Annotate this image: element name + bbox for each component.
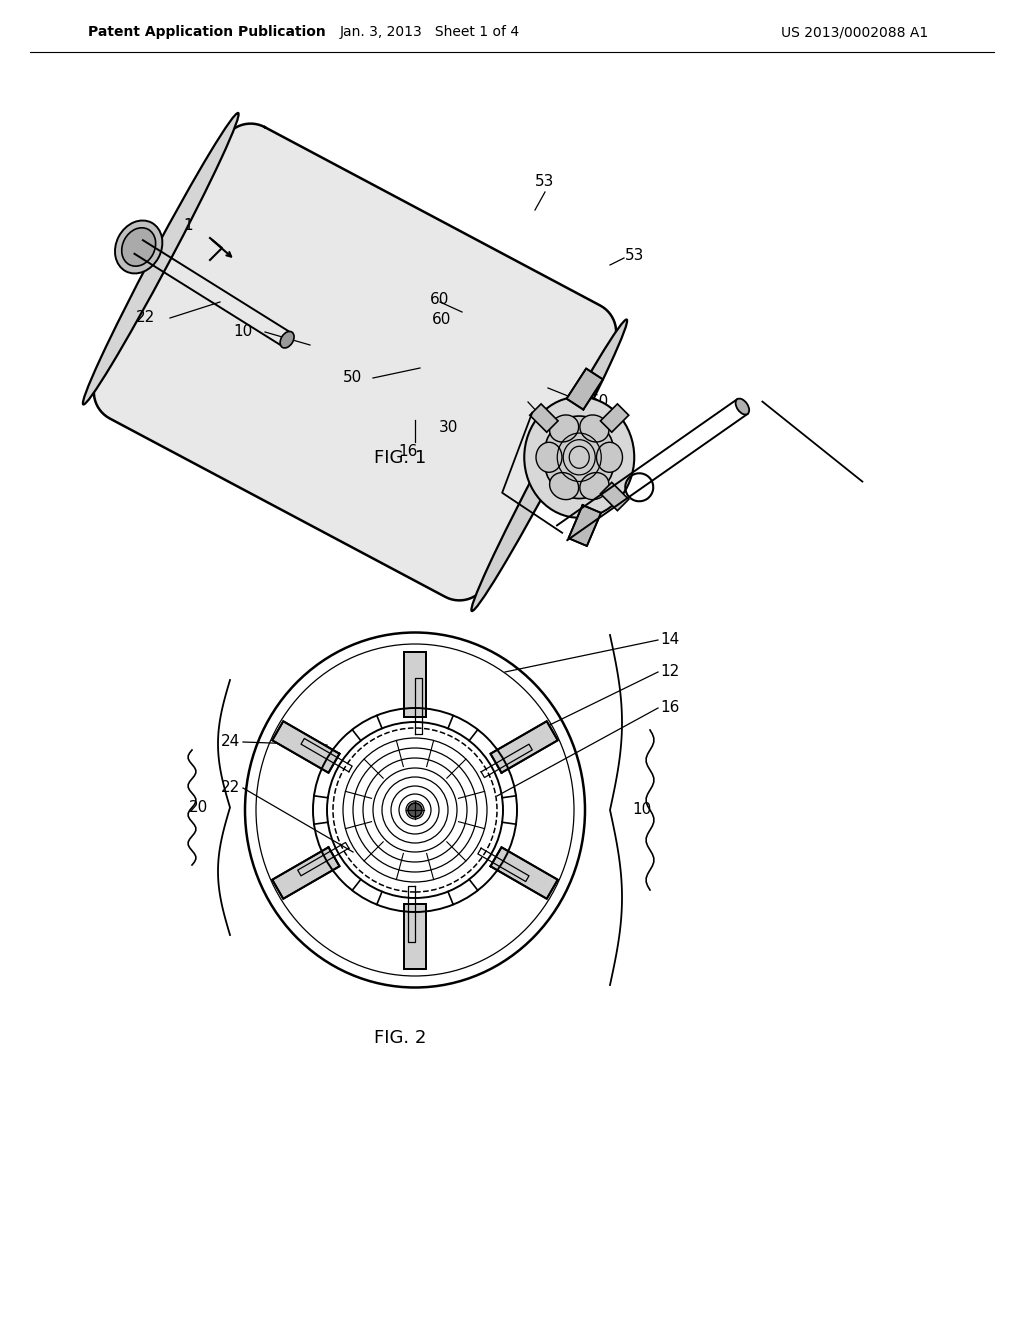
Ellipse shape (471, 319, 627, 611)
Polygon shape (600, 482, 629, 511)
Polygon shape (490, 847, 558, 899)
Polygon shape (568, 506, 601, 546)
Text: 14: 14 (660, 632, 679, 648)
Circle shape (408, 803, 422, 817)
Text: 22: 22 (136, 310, 155, 326)
Text: 1: 1 (183, 218, 193, 232)
Polygon shape (94, 124, 616, 601)
Text: 24: 24 (221, 734, 240, 750)
Polygon shape (490, 721, 558, 772)
Polygon shape (272, 847, 340, 899)
Polygon shape (566, 368, 603, 409)
Text: Jan. 3, 2013   Sheet 1 of 4: Jan. 3, 2013 Sheet 1 of 4 (340, 25, 520, 40)
Ellipse shape (122, 228, 156, 267)
Text: 60: 60 (540, 414, 559, 429)
Text: 53: 53 (625, 248, 644, 263)
Text: Patent Application Publication: Patent Application Publication (88, 25, 326, 40)
Text: 10: 10 (632, 803, 651, 817)
Ellipse shape (597, 442, 623, 473)
Text: 10: 10 (233, 325, 253, 339)
Polygon shape (404, 652, 426, 717)
Text: 50: 50 (590, 395, 609, 409)
Text: 30: 30 (438, 420, 458, 434)
Polygon shape (600, 404, 629, 432)
Text: 50: 50 (343, 371, 362, 385)
Polygon shape (529, 404, 558, 432)
Text: 16: 16 (660, 701, 679, 715)
Text: 20: 20 (188, 800, 208, 814)
Text: 60: 60 (432, 313, 452, 327)
Text: 22: 22 (221, 780, 240, 796)
Ellipse shape (536, 442, 562, 473)
Ellipse shape (281, 331, 294, 348)
Text: 60: 60 (430, 293, 450, 308)
Text: US 2013/0002088 A1: US 2013/0002088 A1 (781, 25, 929, 40)
Ellipse shape (580, 473, 609, 500)
Text: 53: 53 (536, 174, 555, 190)
Ellipse shape (83, 114, 239, 404)
Ellipse shape (550, 473, 579, 500)
Ellipse shape (580, 414, 609, 442)
Text: FIG. 2: FIG. 2 (374, 1030, 426, 1047)
Ellipse shape (550, 414, 579, 442)
Polygon shape (272, 721, 340, 772)
Polygon shape (404, 903, 426, 969)
Text: 12: 12 (660, 664, 679, 680)
Text: 16: 16 (398, 445, 418, 459)
Ellipse shape (524, 397, 634, 517)
Text: FIG. 1: FIG. 1 (374, 449, 426, 467)
Ellipse shape (115, 220, 163, 273)
Ellipse shape (544, 416, 615, 499)
Ellipse shape (735, 399, 750, 414)
